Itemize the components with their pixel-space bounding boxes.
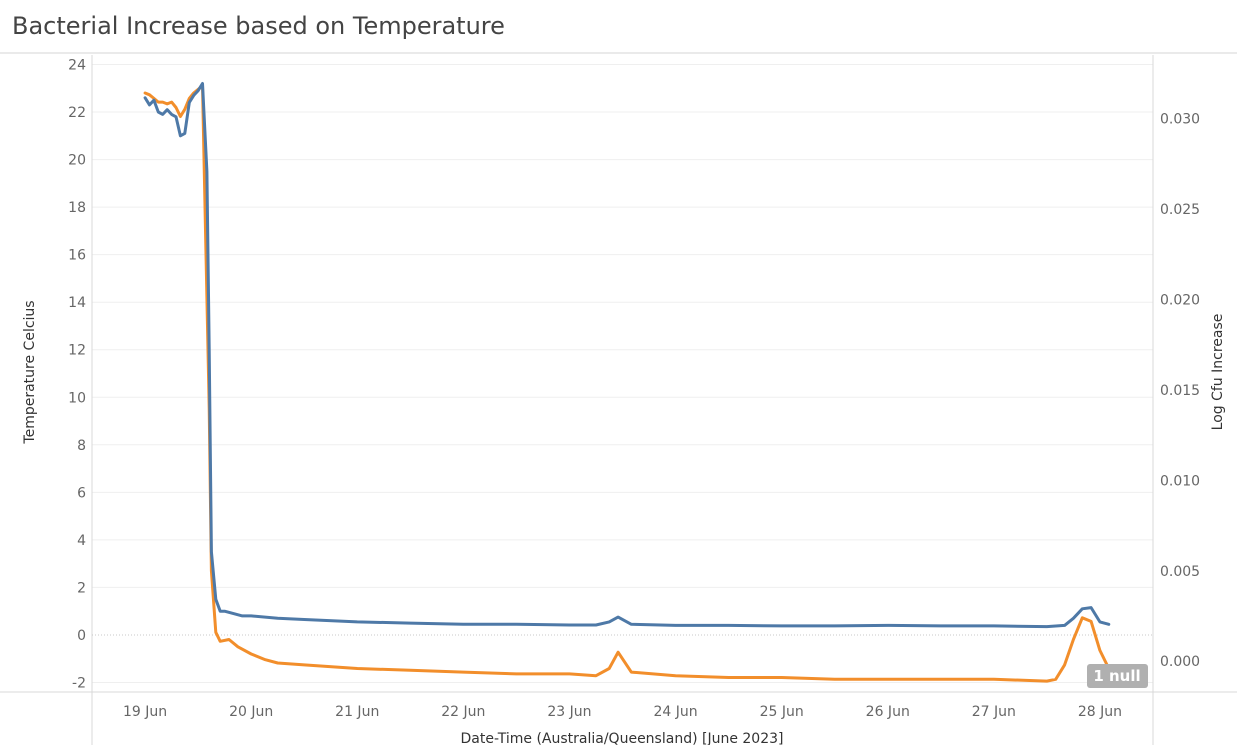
log-cfu-line[interactable]	[143, 84, 1120, 683]
null-indicator-badge[interactable]	[1087, 664, 1148, 688]
y2-tick-label: 0.015	[1160, 383, 1200, 399]
y2-tick-label: 0.020	[1160, 292, 1200, 308]
x-tick-label: 28 Jun	[1078, 704, 1122, 720]
y-tick-label: 10	[68, 390, 86, 406]
x-tick-label: 23 Jun	[547, 704, 591, 720]
y2-tick-label: 0.005	[1160, 564, 1200, 580]
y-tick-label: 14	[68, 295, 86, 311]
chart-title: Bacterial Increase based on Temperature	[12, 12, 505, 40]
x-tick-label: 20 Jun	[229, 704, 273, 720]
y-tick-label: 8	[77, 438, 86, 454]
y2-tick-label: 0.030	[1160, 111, 1200, 127]
y-tick-label: 24	[68, 58, 86, 74]
x-axis-ticks: 19 Jun 20 Jun 21 Jun 22 Jun 23 Jun 24 Jun 25 J…	[123, 704, 1122, 720]
series-layer	[143, 82, 1120, 683]
y2-tick-label: 0.000	[1160, 654, 1200, 670]
y-axis-title: Temperature Celcius	[22, 300, 38, 444]
gridlines	[92, 64, 1153, 683]
y-tick-label: -2	[72, 675, 86, 691]
y-tick-label: 18	[68, 200, 86, 216]
y2-tick-label: 0.010	[1160, 473, 1200, 489]
y-tick-label: 12	[68, 343, 86, 359]
y2-tick-label: 0.025	[1160, 202, 1200, 218]
y-tick-label: 22	[68, 105, 86, 121]
x-tick-label: 27 Jun	[972, 704, 1016, 720]
y-tick-label: 4	[77, 533, 86, 549]
y-tick-label: 2	[77, 580, 86, 596]
y-tick-label: 0	[77, 628, 86, 644]
x-tick-label: 19 Jun	[123, 704, 167, 720]
x-tick-label: 24 Jun	[653, 704, 697, 720]
right-axis-ticks: 0.030 0.025 0.020 0.015 0.010 0.005 0.000	[1160, 111, 1200, 670]
y-tick-label: 6	[77, 485, 86, 501]
x-tick-label: 21 Jun	[335, 704, 379, 720]
y2-axis-title: Log Cfu Increase	[1210, 314, 1226, 431]
y-tick-label: 20	[68, 153, 86, 169]
x-tick-label: 22 Jun	[441, 704, 485, 720]
y-tick-label: 16	[68, 248, 86, 264]
x-tick-label: 25 Jun	[760, 704, 804, 720]
x-axis-title: Date-Time (Australia/Queensland) [June 2…	[461, 731, 784, 745]
null-indicator-label: 1 null	[1093, 667, 1140, 685]
null-indicator[interactable]: 1 null	[1087, 664, 1148, 688]
temperature-line[interactable]	[143, 82, 1111, 629]
x-tick-label: 26 Jun	[866, 704, 910, 720]
